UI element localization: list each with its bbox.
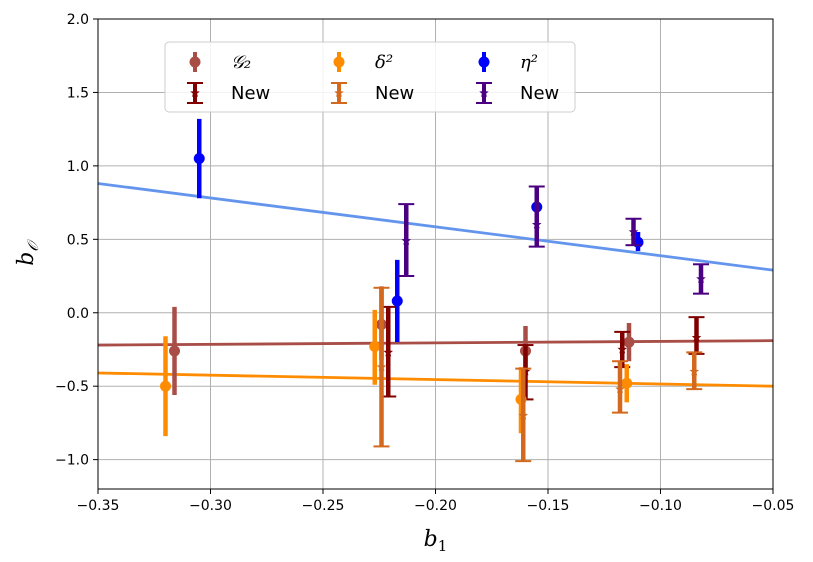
legend-entry-3: New — [331, 82, 414, 104]
fit-line-1 — [97, 339, 774, 347]
legend-label-1: New — [231, 83, 270, 104]
point-1-0 — [383, 347, 394, 357]
series-1 — [380, 305, 705, 401]
y-tick-label-6: 2.0 — [67, 12, 89, 28]
legend-marker-3 — [334, 88, 344, 98]
x-tick-label-6: −0.05 — [752, 498, 795, 514]
point-3-0 — [376, 362, 387, 372]
point-3-1 — [518, 410, 529, 420]
point-5-2 — [628, 226, 639, 237]
point-0-0 — [169, 345, 180, 357]
x-tick-label-5: −0.10 — [639, 498, 682, 514]
series-3 — [373, 286, 703, 463]
x-tick-label-2: −0.25 — [302, 498, 345, 514]
x-tick-label-3: −0.20 — [414, 498, 457, 514]
legend-entry-4: η² — [478, 52, 538, 73]
x-tick-label-4: −0.15 — [527, 498, 570, 514]
series-5 — [398, 185, 709, 295]
legend-marker-2 — [333, 56, 345, 68]
legend-label-0: 𝒢₂ — [231, 52, 251, 73]
legend-marker-5 — [479, 88, 489, 98]
legend-marker-4 — [478, 56, 490, 68]
legend-label-4: η² — [520, 52, 538, 73]
legend-marker-1 — [190, 88, 200, 98]
point-3-3 — [689, 366, 700, 376]
legend-entry-0: 𝒢₂ — [189, 52, 251, 73]
point-5-0 — [401, 235, 412, 245]
x-axis-label-sub: 1 — [438, 537, 448, 555]
point-0-3 — [623, 336, 635, 348]
y-tick-label-1: −0.5 — [55, 379, 89, 395]
legend-box — [164, 41, 576, 113]
y-tick-label-3: 0.5 — [67, 232, 89, 248]
legend-entry-2: δ² — [333, 52, 393, 73]
x-axis-label: b1 — [424, 527, 448, 555]
point-3-2 — [615, 384, 625, 394]
y-axis-label-sub: 𝒪 — [24, 239, 42, 252]
point-2-1 — [369, 341, 381, 353]
x-tick-label-1: −0.30 — [189, 498, 232, 514]
legend: 𝒢₂ New δ² New η² New — [164, 41, 576, 113]
point-2-0 — [160, 380, 171, 392]
data-points — [160, 118, 709, 463]
fit-lines — [97, 182, 774, 388]
x-axis-label-main: b — [424, 527, 438, 552]
legend-label-5: New — [520, 83, 559, 104]
point-4-0 — [193, 153, 205, 165]
y-tick-label-2: 0.0 — [67, 306, 89, 322]
axis-ticks: −0.35 −0.30 −0.25 −0.20 −0.15 −0.10 −0.05 −1.0 −… — [55, 12, 794, 514]
legend-entry-5: New — [476, 82, 559, 104]
legend-label-2: δ² — [375, 52, 393, 73]
y-tick-label-0: −1.0 — [55, 453, 89, 469]
point-5-1 — [531, 219, 542, 229]
y-tick-label-5: 1.5 — [67, 85, 89, 101]
legend-label-3: New — [375, 83, 414, 104]
point-4-1 — [391, 295, 403, 307]
point-2-3 — [621, 377, 633, 389]
legend-entry-1: New — [187, 82, 270, 104]
series-4 — [193, 118, 644, 343]
fit-line-0 — [97, 182, 774, 272]
legend-marker-0 — [189, 56, 201, 68]
y-tick-label-4: 1.0 — [67, 159, 89, 175]
point-1-2 — [617, 344, 628, 354]
fit-line-2 — [97, 371, 774, 388]
y-axis-label-main: b — [14, 252, 39, 266]
point-5-3 — [696, 273, 706, 284]
x-tick-label-0: −0.35 — [77, 498, 120, 514]
y-axis-label: b𝒪 — [14, 239, 42, 266]
point-1-3 — [691, 332, 702, 342]
